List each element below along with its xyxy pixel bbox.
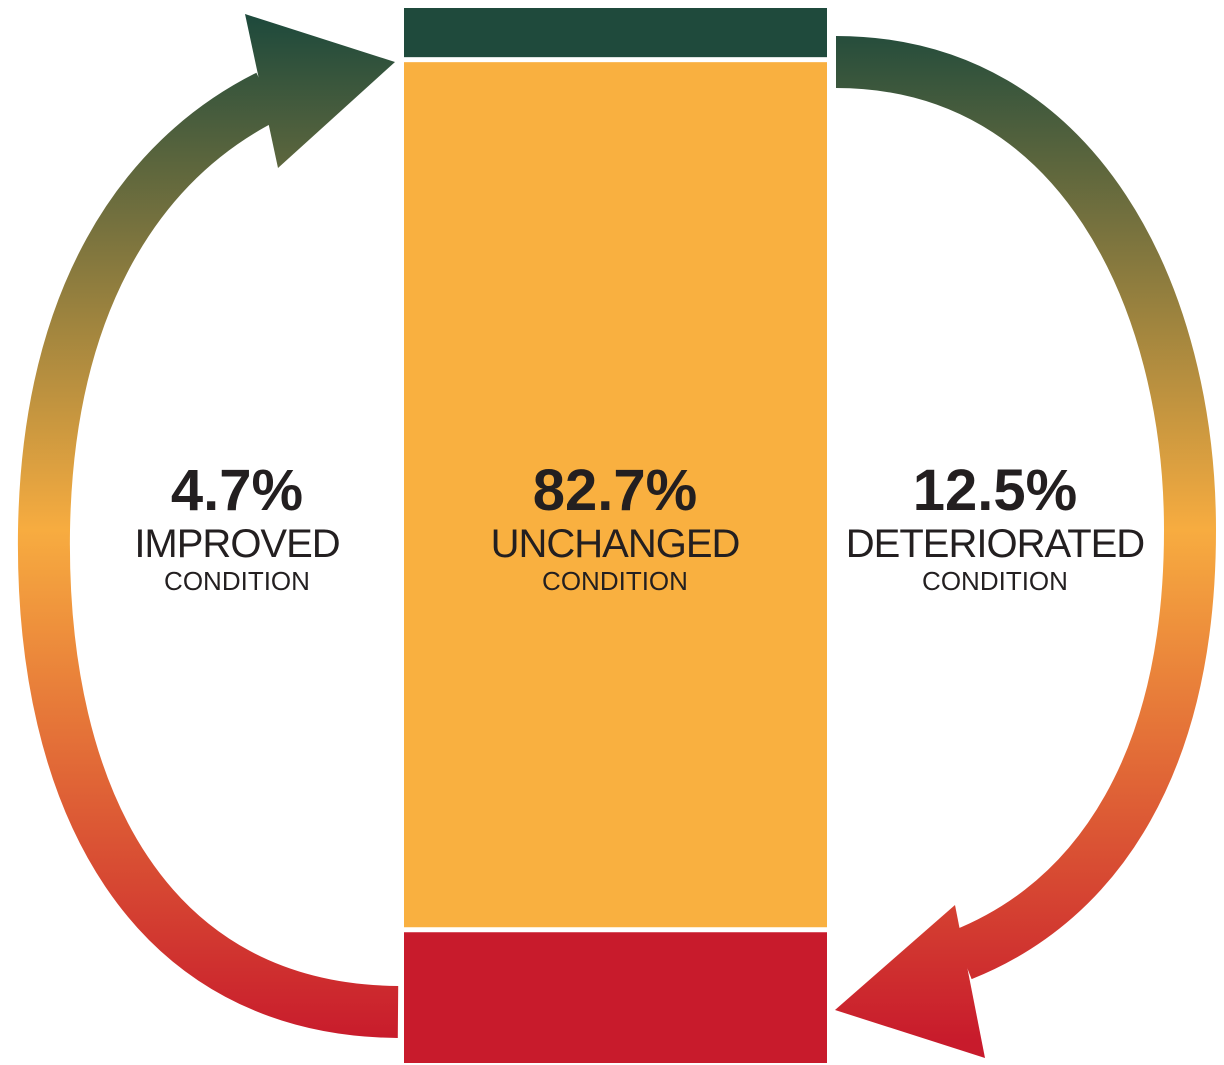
segment [404,8,827,58]
segment [404,932,827,1063]
segment-note: CONDITION [542,566,688,596]
value-label: 12.5% [913,458,1077,523]
deteriorated-arrow [835,36,1217,1058]
segment-note: CONDITION [922,566,1068,596]
value-label: 82.7% [533,458,697,523]
column [404,8,827,1063]
value-label: 4.7% [171,458,303,523]
segment-name: DETERIORATED [846,522,1144,566]
improved-arrow [17,14,399,1038]
segment-name: UNCHANGED [491,522,740,566]
segment-note: CONDITION [164,566,310,596]
labels: 4.7%IMPROVEDCONDITION82.7%UNCHANGEDCONDI… [134,458,1145,596]
segment-name: IMPROVED [134,522,339,566]
segment [404,62,827,928]
